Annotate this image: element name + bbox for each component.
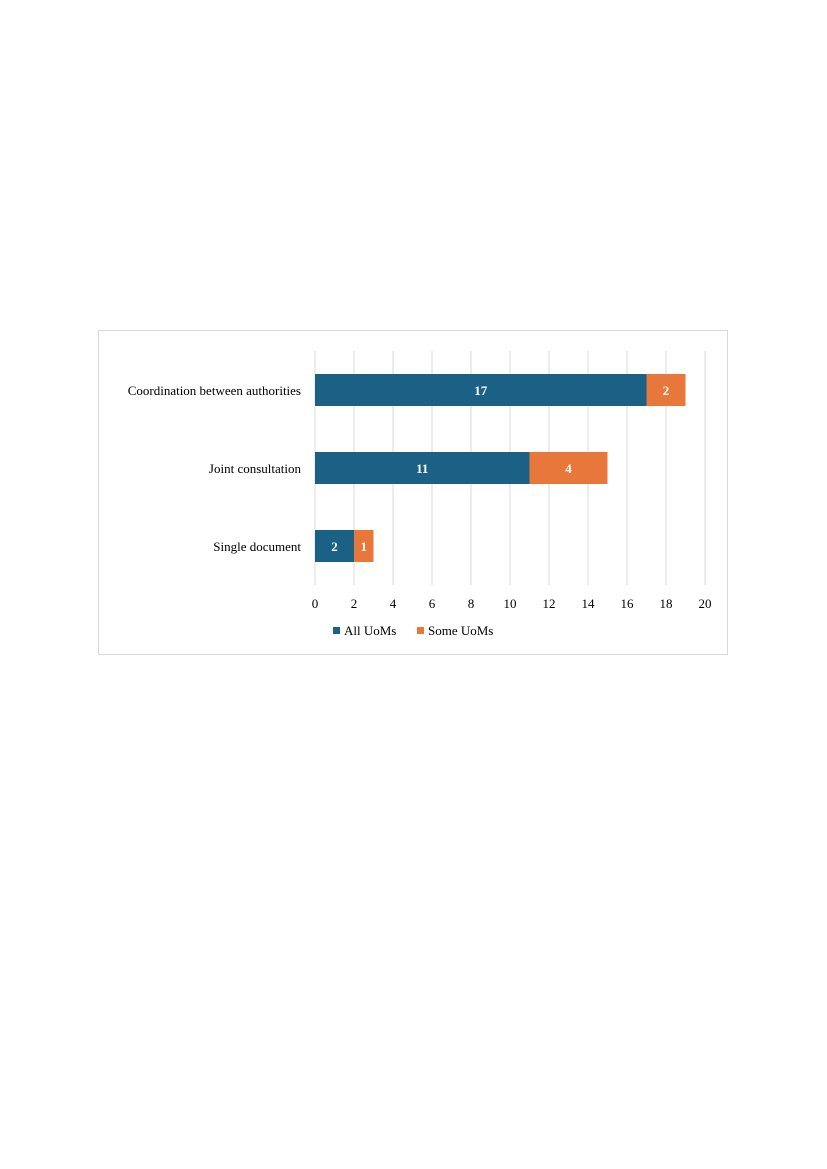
bars — [315, 374, 686, 562]
x-tick-label-14: 14 — [582, 596, 596, 611]
legend-swatch-some-uoms — [417, 627, 424, 634]
x-tick-label-20: 20 — [699, 596, 712, 611]
data-labels: 17 2 11 4 2 1 — [331, 383, 669, 554]
x-tick-label-12: 12 — [543, 596, 556, 611]
x-tick-label-2: 2 — [351, 596, 358, 611]
bar-all-uoms-0 — [315, 374, 647, 406]
legend-label-all-uoms: All UoMs — [344, 623, 396, 638]
x-axis-ticks: 0 2 4 6 8 10 12 14 16 18 20 — [312, 596, 712, 611]
legend-swatch-all-uoms — [333, 627, 340, 634]
stacked-bar-chart: 17 2 11 4 2 1 Coordination between authoritie… — [128, 351, 712, 638]
data-label-all-uoms-1: 11 — [416, 461, 428, 476]
data-label-some-uoms-1: 4 — [565, 461, 572, 476]
data-label-all-uoms-2: 2 — [331, 539, 338, 554]
category-label-2: Single document — [213, 539, 301, 554]
x-tick-label-16: 16 — [621, 596, 635, 611]
bar-some-uoms-1 — [529, 452, 608, 484]
x-tick-label-0: 0 — [312, 596, 319, 611]
x-tick-label-4: 4 — [390, 596, 397, 611]
legend: All UoMs Some UoMs — [333, 623, 493, 638]
x-tick-label-6: 6 — [429, 596, 436, 611]
legend-label-some-uoms: Some UoMs — [428, 623, 493, 638]
bar-all-uoms-2 — [315, 530, 354, 562]
bar-some-uoms-2 — [354, 530, 374, 562]
category-labels: Coordination between authorities Joint co… — [128, 383, 302, 554]
data-label-some-uoms-2: 1 — [361, 539, 368, 554]
bar-some-uoms-0 — [646, 374, 686, 406]
data-label-some-uoms-0: 2 — [663, 383, 670, 398]
bar-all-uoms-1 — [315, 452, 530, 484]
category-label-1: Joint consultation — [209, 461, 302, 476]
x-tick-label-10: 10 — [504, 596, 517, 611]
data-label-all-uoms-0: 17 — [474, 383, 488, 398]
chart-frame: 17 2 11 4 2 1 Coordination between authoritie… — [98, 330, 728, 655]
x-tick-label-8: 8 — [468, 596, 475, 611]
x-tick-label-18: 18 — [660, 596, 673, 611]
category-label-0: Coordination between authorities — [128, 383, 301, 398]
